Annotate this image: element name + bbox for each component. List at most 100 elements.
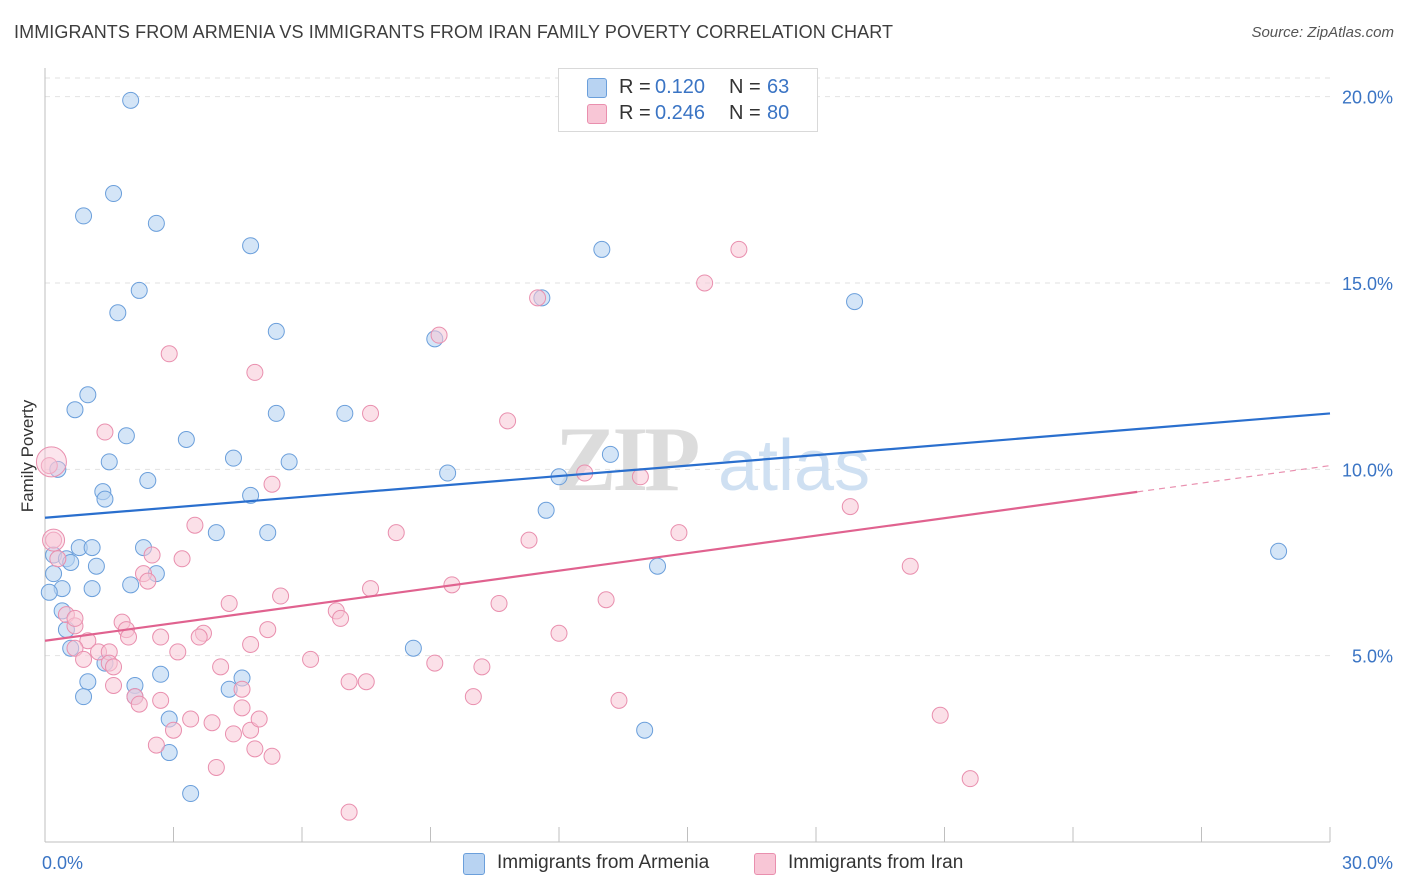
iran-point [610,691,628,709]
armenia-point [87,557,105,575]
iran-point [841,498,859,516]
armenia-point [117,427,135,445]
iran-point [430,326,448,344]
armenia-point [100,453,118,471]
iran-point [302,650,320,668]
armenia-point [105,185,123,203]
armenia-point [66,401,84,419]
iran-trend-line [44,490,1138,642]
iran-point [730,240,748,258]
y-tick-label: 10.0% [1342,460,1393,480]
x-tick-label: 0.0% [42,853,83,873]
armenia-point [846,293,864,311]
trend-lines [44,412,1331,642]
iran-point [96,423,114,441]
iran-point [246,740,264,758]
source-label: Source: ZipAtlas.com [1251,24,1394,41]
correlation-legend: R = 0.120 N = 63 R = 0.246 N = 80 [558,68,818,132]
n-label: N = [729,76,761,98]
armenia-point [224,449,242,467]
armenia-point [83,539,101,557]
iran-point [529,289,547,307]
zipatlas-watermark: ZIP atlas [555,408,870,510]
watermark-atlas: atlas [718,426,870,506]
iran-point [259,621,277,639]
armenia-point [267,322,285,340]
iran-point [207,758,225,776]
iran-point [105,676,123,694]
chart-title: IMMIGRANTS FROM ARMENIA VS IMMIGRANTS FR… [14,22,894,42]
armenia-point [147,214,165,232]
iran-point [250,710,268,728]
armenia-point [404,639,422,657]
iran-point [190,628,208,646]
armenia-legend-swatch [463,853,485,875]
armenia-point [40,583,58,601]
armenia-point [152,665,170,683]
iran-point [263,747,281,765]
r-label: R = [619,102,651,124]
armenia-point [109,304,127,322]
armenia-point [75,207,93,225]
iran-point [130,695,148,713]
iran-point [387,524,405,542]
iran-point [105,658,123,676]
iran-point [79,632,97,650]
iran-point [165,721,182,739]
iran-point [263,475,281,493]
armenia-point [593,240,611,258]
iran-point [362,404,380,422]
iran-point [220,594,238,612]
iran-point [233,699,251,717]
armenia-point [1270,542,1288,560]
iran-point [961,770,979,788]
n-value: 80 [767,102,790,124]
armenia-point [439,464,457,482]
armenia-swatch [587,78,607,98]
y-tick-label: 15.0% [1342,274,1393,294]
grid-layer [45,77,1330,657]
armenia-point [160,744,178,762]
armenia-point [79,386,97,404]
y-tick-label: 5.0% [1352,647,1393,667]
iran-point [246,363,264,381]
iran-point [147,736,165,754]
armenia-point [122,576,140,594]
iran-point [45,531,63,549]
n-label: N = [729,102,761,124]
iran-point [212,658,230,676]
armenia-legend-label: Immigrants from Armenia [497,852,710,873]
iran-point [340,673,358,691]
iran-point-large [35,446,67,478]
iran-point [490,594,508,612]
iran-points [35,240,979,821]
iran-swatch [587,104,607,124]
legend-row-armenia: R = 0.120 N = 63 [559,74,817,100]
y-axis-label: Family Poverty [18,399,37,513]
armenia-point [79,673,97,691]
iran-point [499,412,517,430]
armenia-point [122,91,140,109]
r-label: R = [619,76,651,98]
iran-point [186,516,204,534]
iran-point [464,688,482,706]
armenia-point [636,721,654,739]
iran-point [66,609,84,627]
r-value: 0.246 [655,102,706,124]
iran-point [426,654,444,672]
armenia-point [75,688,93,706]
armenia-point [130,281,148,299]
iran-point [597,591,615,609]
armenia-point [177,431,195,449]
iran-point [340,803,358,821]
armenia-point [336,404,354,422]
armenia-point [83,580,101,598]
r-value: 0.120 [655,76,706,98]
iran-point [49,550,67,568]
axis-layer: 5.0% 10.0% 15.0% 20.0% 0.0% 30.0% [42,68,1393,873]
iran-point [75,650,93,668]
armenia-point [207,524,225,542]
iran-point [152,628,170,646]
armenia-point [649,557,667,575]
